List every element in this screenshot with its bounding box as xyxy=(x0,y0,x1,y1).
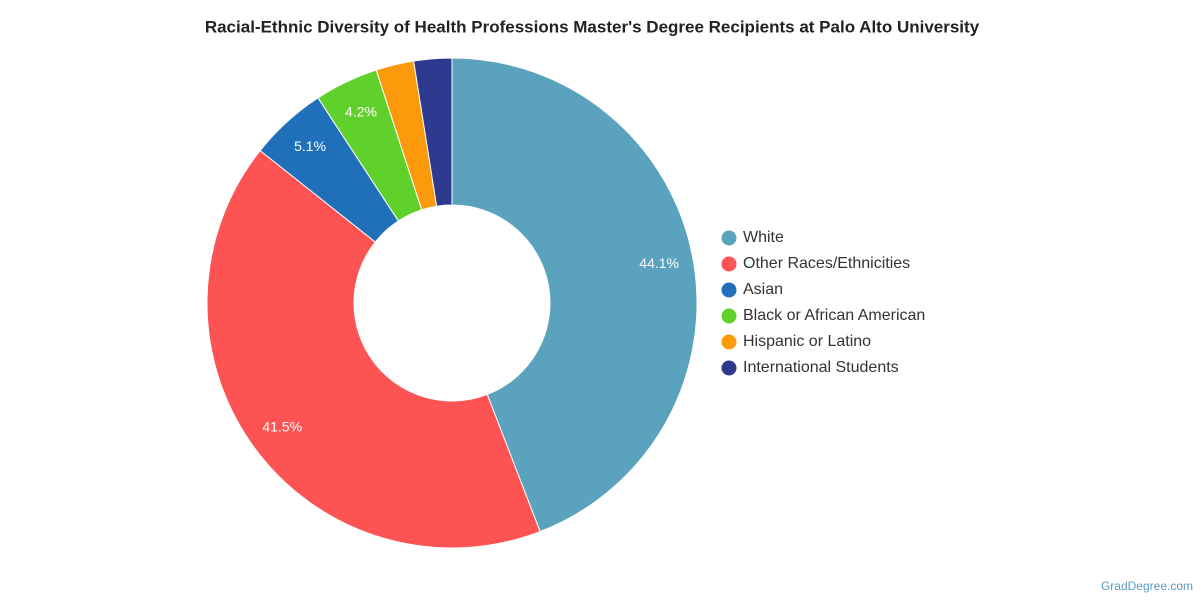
legend-label: Other Races/Ethnicities xyxy=(743,255,910,272)
slice xyxy=(206,149,541,549)
slice xyxy=(451,57,698,533)
legend-marker xyxy=(721,360,737,376)
source: GradDegree.com xyxy=(1101,579,1193,593)
legend-marker xyxy=(721,334,737,350)
legend-label: Black or African American xyxy=(743,307,925,324)
data-label: 5.1% xyxy=(294,138,326,154)
legend-label: White xyxy=(743,229,784,246)
data-label: 4.2% xyxy=(345,104,377,120)
data-label: 44.1% xyxy=(639,255,679,271)
legend-label: Hispanic or Latino xyxy=(743,333,871,350)
slice xyxy=(413,57,453,207)
data-label: 41.5% xyxy=(262,418,302,434)
legend-marker xyxy=(721,308,737,324)
legend-label: International Students xyxy=(743,359,899,376)
legend-marker xyxy=(721,256,737,272)
legend-marker xyxy=(721,230,737,246)
chart-title: Racial-Ethnic Diversity of Health Profes… xyxy=(205,17,980,36)
legend-label: Asian xyxy=(743,281,783,298)
legend-marker xyxy=(721,282,737,298)
